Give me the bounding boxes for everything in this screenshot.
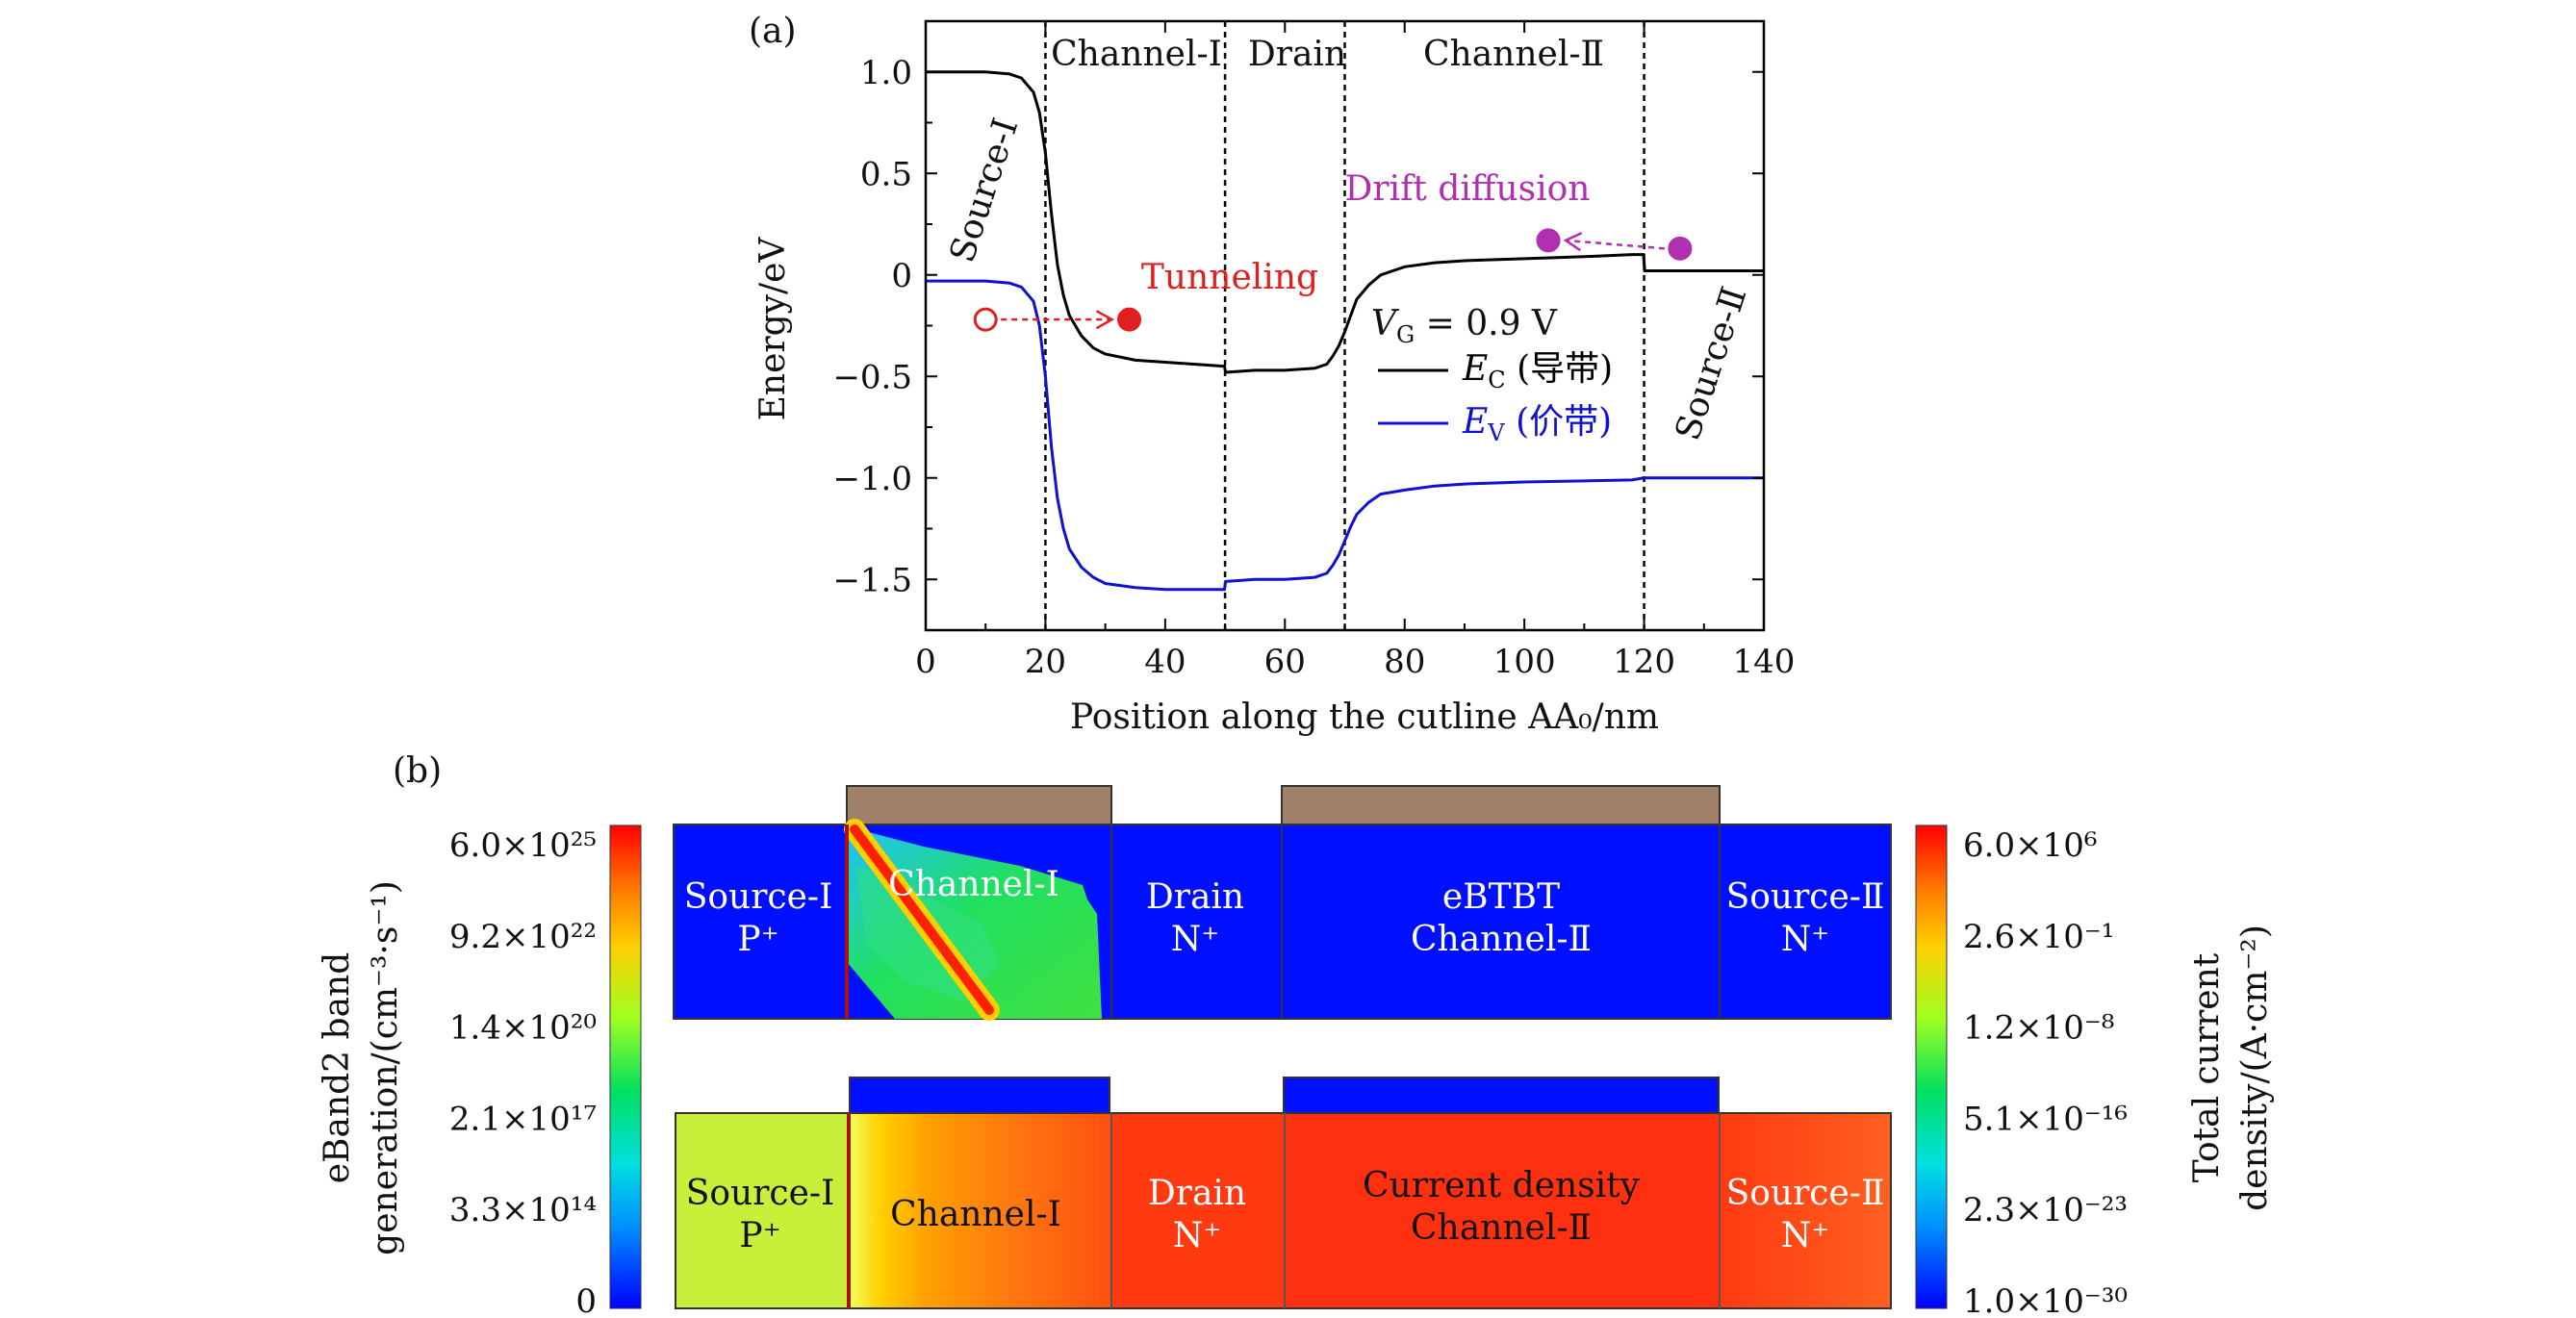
annotation-start-dot-0 (973, 307, 998, 332)
y-axis-title: Energy/eV (753, 237, 793, 421)
source1-label: Source-Ⅰ (943, 114, 1027, 267)
x-tick-label-4: 80 (1384, 643, 1425, 681)
gate-2-top (1281, 785, 1721, 827)
right-colorbar-tick-label-0: 6.0×10⁶ (1963, 826, 2097, 865)
x-tick-label-6: 120 (1613, 643, 1675, 681)
bottom-source2-line1: Source-Ⅱ (1726, 1174, 1885, 1213)
top-channel2-line2: Channel-Ⅱ (1411, 920, 1592, 959)
bottom-drain-line1: Drain (1148, 1174, 1246, 1213)
band-diagram-plot: 0 20 40 60 80 100 120 140 1.0 0.5 0 −0.5 −1.0 −1.5 Cha… (832, 19, 1796, 681)
right-colorbar-tick-label-1: 2.6×10⁻¹ (1963, 918, 2114, 956)
top-source1-line2: P⁺ (737, 920, 778, 959)
right-colorbar-title-line1: Total current (2187, 952, 2227, 1182)
left-colorbar-ticks: 6.0×10²⁵ 9.2×10²² 1.4×10²⁰ 2.1×10¹⁷ 3.3×10¹⁴… (449, 826, 597, 1318)
annotation-label-0: Tunneling (1141, 258, 1318, 297)
right-colorbar-ticks: 6.0×10⁶ 2.6×10⁻¹ 1.2×10⁻⁸ 5.1×10⁻¹⁶ 2.3×10⁻²… (1963, 826, 2128, 1318)
annotation-arrowhead-1 (1563, 232, 1583, 252)
region-label-2: Channel-Ⅱ (1423, 35, 1604, 74)
x-tick-label-3: 60 (1264, 643, 1306, 681)
source2-region-bottom (1720, 1113, 1891, 1308)
band-generation-map: Source-Ⅰ P⁺ Channel-Ⅰ Drain N⁺ eBTBT Cha… (673, 785, 1892, 1021)
bottom-source2-line2: N⁺ (1781, 1216, 1830, 1255)
panel-a-label: (a) (749, 12, 797, 51)
panel-b: (b) 6.0×10²⁵ 9.2×10²² 1.4×10²⁰ 2.1×10¹⁷ 3.3×… (318, 751, 2275, 1318)
legend-label-0: EC (导带) (1462, 349, 1613, 393)
y-tick-label-4: −1.0 (832, 460, 912, 498)
annotation-end-dot-0 (1117, 307, 1142, 332)
gate-1-bottom (849, 1077, 1110, 1115)
legend-label-1: EV (价带) (1462, 402, 1612, 446)
panel-b-label: (b) (393, 751, 442, 791)
x-tick-label-2: 40 (1144, 643, 1186, 681)
source1-region-bottom (676, 1113, 849, 1308)
left-colorbar-tick-label-5: 0 (575, 1282, 597, 1318)
right-colorbar-title-line2: density/(A·cm⁻²) (2235, 925, 2275, 1211)
panel-a: (a) 0 20 40 60 80 100 120 140 1.0 0.5 0 −0.5 −1.0 −1.… (749, 12, 1795, 737)
gate-2-bottom (1283, 1077, 1720, 1115)
left-colorbar-tick-label-1: 9.2×10²² (449, 918, 597, 956)
x-tick-label-5: 100 (1493, 643, 1556, 681)
left-colorbar (609, 824, 642, 1309)
annotation-arrow-1 (1565, 239, 1666, 250)
left-colorbar-title-line2: generation/(cm⁻³·s⁻¹) (366, 880, 405, 1255)
right-colorbar-tick-label-3: 5.1×10⁻¹⁶ (1963, 1100, 2128, 1138)
bottom-source1-line1: Source-Ⅰ (686, 1174, 835, 1213)
y-tick-label-1: 0.5 (860, 155, 912, 193)
drain-region-bottom (1111, 1113, 1285, 1308)
left-colorbar-title-line1: eBand2 band (318, 952, 357, 1184)
left-colorbar-tick-label-4: 3.3×10¹⁴ (449, 1191, 597, 1229)
device-outline-bottom (675, 1112, 1892, 1309)
right-colorbar-tick-label-2: 1.2×10⁻⁸ (1963, 1009, 2114, 1048)
top-source2-line1: Source-Ⅱ (1726, 877, 1885, 917)
annotation-end-dot-1 (1536, 228, 1561, 253)
region-label-0: Channel-Ⅰ (1051, 35, 1222, 74)
channel1-region-bottom (849, 1113, 1111, 1308)
x-tick-label-0: 0 (915, 643, 936, 681)
region-label-1: Drain (1248, 35, 1346, 74)
y-tick-label-2: 0 (891, 257, 912, 295)
series-line-1 (926, 279, 1764, 592)
bottom-drain-line2: N⁺ (1173, 1216, 1222, 1255)
bottom-source1-line2: P⁺ (739, 1216, 780, 1255)
left-colorbar-tick-label-3: 2.1×10¹⁷ (449, 1100, 597, 1138)
channel2-region-bottom (1285, 1113, 1720, 1308)
tunneling-band-core (850, 824, 994, 1015)
bottom-channel1-line1: Channel-Ⅰ (890, 1195, 1061, 1234)
left-colorbar-tick-label-0: 6.0×10²⁵ (449, 826, 597, 865)
y-tick-label-3: −0.5 (832, 358, 912, 396)
bottom-channel2-line1: Current density (1363, 1166, 1641, 1205)
current-density-map: Source-Ⅰ P⁺ Channel-Ⅰ Drain N⁺ Current d… (675, 1077, 1892, 1309)
y-tick-label-0: 1.0 (860, 54, 912, 92)
annotation-arrowhead-0 (1095, 310, 1115, 330)
gate-voltage-annotation: VG = 0.9 V (1371, 304, 1558, 348)
source2-label: Source-Ⅱ (1669, 282, 1755, 444)
top-source2-line2: N⁺ (1781, 920, 1830, 959)
right-colorbar-tick-label-4: 2.3×10⁻²³ (1963, 1191, 2128, 1229)
series-line-0 (926, 70, 1764, 374)
bottom-channel2-line2: Channel-Ⅱ (1411, 1208, 1592, 1248)
right-colorbar (1915, 824, 1948, 1309)
top-channel2-line1: eBTBT (1442, 877, 1560, 917)
top-channel1-line1: Channel-Ⅰ (888, 865, 1059, 904)
left-colorbar-tick-label-2: 1.4×10²⁰ (449, 1009, 597, 1048)
x-axis-title: Position along the cutline AA₀/nm (1070, 697, 1659, 737)
x-tick-label-7: 140 (1733, 643, 1796, 681)
gate-1-top (846, 785, 1112, 827)
annotation-start-dot-1 (1668, 236, 1693, 261)
right-colorbar-tick-label-5: 1.0×10⁻³⁰ (1963, 1282, 2128, 1318)
y-tick-label-5: −1.5 (832, 561, 912, 599)
top-source1-line1: Source-Ⅰ (684, 877, 833, 917)
x-tick-label-1: 20 (1025, 643, 1066, 681)
top-drain-line2: N⁺ (1171, 920, 1220, 959)
annotation-label-1: Drift diffusion (1345, 169, 1591, 209)
top-drain-line1: Drain (1146, 877, 1244, 917)
